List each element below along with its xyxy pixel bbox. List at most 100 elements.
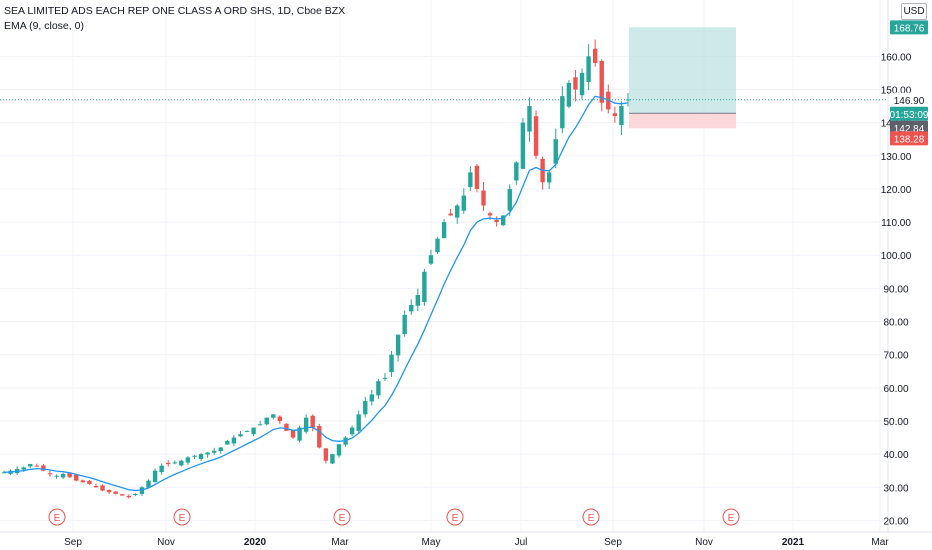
candle-body: [336, 444, 342, 456]
candle-body: [205, 452, 210, 455]
candle-body: [599, 60, 604, 103]
ema-9-line: [3, 95, 629, 492]
earnings-marker: [333, 508, 351, 526]
candle-body: [310, 415, 315, 428]
candle-body: [67, 473, 72, 478]
x-tick-label: 2020: [244, 537, 267, 548]
candle-body: [317, 426, 322, 448]
candle-body: [192, 455, 197, 457]
chart-legend: SEA LIMITED ADS EACH REP ONE CLASS A ORD…: [4, 4, 345, 34]
candle-body: [579, 72, 585, 96]
candle-body: [54, 475, 59, 477]
candle-body: [455, 205, 460, 218]
candle-body: [349, 427, 355, 435]
y-tick-label: 80.00: [883, 318, 908, 329]
candle-body: [41, 465, 46, 471]
candle-body: [297, 427, 302, 441]
x-tick-label: May: [422, 537, 441, 548]
entry-price-label: 142.84: [890, 120, 928, 135]
candle-body: [257, 424, 263, 426]
earnings-marker: [582, 508, 600, 526]
currency-button[interactable]: USD: [901, 3, 927, 20]
time-axis[interactable]: Sep Nov 2020 Mar May Jul Sep Nov 2021 Mar: [0, 531, 932, 548]
candle-body: [481, 190, 486, 206]
candle-body: [277, 416, 283, 421]
candle-body: [152, 470, 158, 483]
candle-body: [225, 440, 230, 445]
candle-body: [546, 172, 552, 183]
candle-body: [461, 195, 466, 211]
y-tick-label: 20.00: [883, 516, 908, 527]
candle-body: [264, 417, 269, 425]
candle-body: [60, 473, 66, 478]
candle-body: [501, 215, 506, 226]
x-tick-label: Mar: [331, 537, 349, 548]
candle-body: [146, 480, 151, 488]
y-tick-label: 100.00: [881, 251, 912, 262]
stop-loss-zone: [629, 113, 736, 129]
svg-text:01:53:09: 01:53:09: [890, 110, 929, 121]
candle-body: [218, 447, 223, 452]
candle-body: [251, 427, 256, 435]
candle-body: [126, 495, 131, 498]
candle-body: [474, 165, 480, 189]
take-profit-zone: [629, 27, 736, 114]
y-tick-label: 120.00: [881, 185, 912, 196]
y-tick-label: 160.00: [881, 52, 912, 63]
candle-body: [323, 448, 329, 461]
candle-body: [74, 474, 79, 481]
y-tick-label: 30.00: [883, 483, 908, 494]
candle-body: [139, 487, 145, 494]
y-tick-label: 60.00: [883, 384, 908, 395]
candle-body: [172, 462, 177, 464]
earnings-marker: [722, 508, 740, 526]
svg-text:146.90: 146.90: [894, 96, 925, 107]
x-tick-label: Nov: [157, 537, 175, 548]
candle-body: [290, 429, 296, 438]
candle-body: [415, 295, 421, 306]
target-price-label: 168.76: [890, 20, 928, 35]
candle-body: [113, 491, 118, 494]
y-tick-label: 70.00: [883, 351, 908, 362]
ema-line: [3, 95, 629, 492]
candle-body: [573, 77, 578, 90]
last-price-label: 146.90: [890, 92, 928, 107]
earnings-marker: [48, 508, 66, 526]
candle-body: [93, 486, 99, 488]
candle-body: [520, 122, 526, 169]
candle-body: [402, 314, 407, 335]
svg-text:138.28: 138.28: [894, 134, 925, 145]
candle-body: [1, 472, 7, 474]
candle-body: [133, 493, 138, 496]
candle-body: [487, 213, 493, 216]
candle-body: [441, 222, 447, 239]
candle-body: [185, 457, 191, 463]
candle-body: [382, 377, 388, 379]
candle-body: [106, 490, 112, 493]
earnings-marker-label: E: [54, 513, 61, 524]
candle-body: [34, 465, 40, 467]
earnings-marker-label: E: [728, 513, 735, 524]
candle-body: [330, 454, 335, 464]
candle-body: [28, 464, 33, 467]
price-axis[interactable]: 20.00 30.00 40.00 50.00 60.00 70.00 80.00 90.00…: [881, 0, 932, 550]
indicator-label[interactable]: EMA (9, close, 0): [4, 20, 84, 32]
candle-body: [369, 394, 375, 402]
y-tick-label: 50.00: [883, 417, 908, 428]
candle-body: [533, 116, 539, 156]
candle-body: [527, 106, 532, 132]
candle-body: [428, 255, 434, 264]
candle-body: [363, 401, 368, 415]
countdown-label: 01:53:09: [890, 106, 929, 121]
earnings-marker-label: E: [588, 513, 595, 524]
candle-body: [409, 304, 414, 312]
chart-title: SEA LIMITED ADS EACH REP ONE CLASS A ORD…: [4, 5, 346, 17]
y-tick-label: 90.00: [883, 284, 908, 295]
x-tick-label: 2021: [782, 537, 805, 548]
candle-body: [166, 462, 171, 465]
candle-body: [435, 238, 440, 253]
candle-body: [422, 271, 427, 303]
stop-price-label: 138.28: [890, 131, 928, 146]
